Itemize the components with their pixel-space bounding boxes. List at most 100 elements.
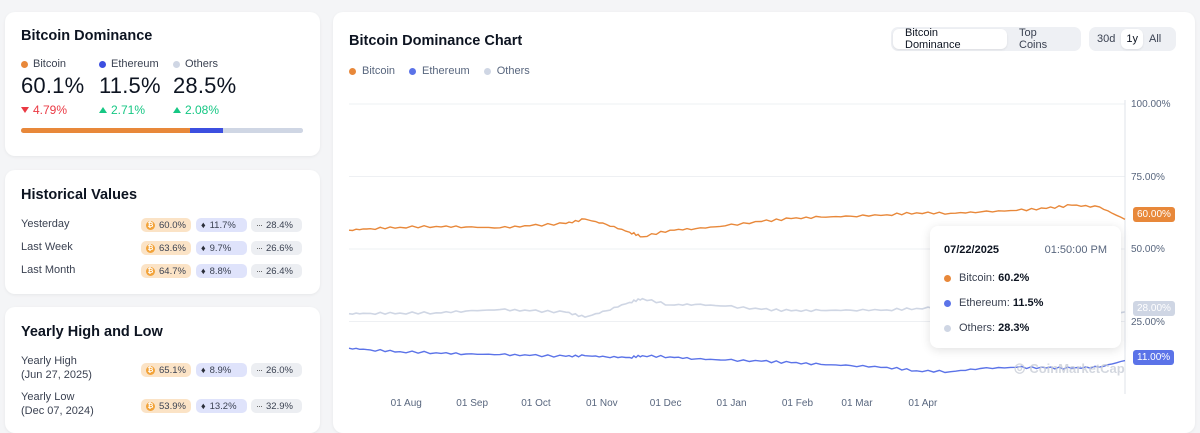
ethereum-dot-icon [944,299,951,307]
x-tick-label: 01 Mar [841,398,873,409]
chart-tooltip: 07/22/2025 01:50:00 PM Bitcoin: 60.2% Et… [930,226,1121,348]
ellipsis-icon: ··· [256,401,263,411]
eth-name: Ethereum [111,58,159,70]
tooltip-time: 01:50:00 PM [1044,244,1107,256]
legend-others[interactable]: Others [483,65,530,77]
bitcoin-dot-icon [349,67,356,75]
bitcoin-coin-icon: ₿ [146,401,155,411]
range-1y[interactable]: 1y [1121,29,1143,49]
coinmarketcap-logo-icon: ◎ [1014,360,1026,375]
oth-value: 28.5% [173,73,237,98]
oth-current-tag: 28.00% [1133,301,1175,316]
range-all[interactable]: All [1148,33,1162,45]
tab-bitcoin-dominance[interactable]: Bitcoin Dominance [893,27,1007,51]
ethereum-icon: ♦ [201,401,206,411]
x-tick-label: 01 Jan [716,398,747,409]
hist-lastweek-btc: ₿ 63.6% [141,241,191,255]
hist-lastmonth-btc: ₿ 64.7% [141,264,191,278]
y-tick-75: 75.00% [1131,172,1165,183]
y-tick-50: 50.00% [1131,244,1165,255]
x-tick-label: 01 Feb [781,398,814,409]
ethereum-icon: ♦ [201,365,206,375]
ethereum-dot-icon [409,67,417,75]
others-dominance: Others 28.5% 2.08% [173,58,236,117]
bitcoin-coin-icon: ₿ [146,243,155,253]
y-tick-25: 25.00% [1131,317,1165,328]
dominance-bar-segment-bitcoin [21,128,191,133]
tooltip-ethereum: Ethereum: 11.5% [944,297,1043,309]
others-dot-icon [944,324,951,332]
ethereum-icon: ♦ [201,220,206,230]
x-tick-label: 01 Oct [521,398,551,409]
yearly-card: Yearly High and Low Yearly High (Jun 27, … [5,307,320,433]
btc-dominance: Bitcoin 60.1% 4.79% [21,58,84,117]
tooltip-bitcoin: Bitcoin: 60.2% [944,272,1029,284]
legend-ethereum[interactable]: Ethereum [409,65,470,77]
bitcoin-dot-icon [21,60,28,68]
x-tick-label: 01 Nov [586,398,618,409]
ethereum-dot-icon [99,60,106,68]
hist-yesterday-btc: ₿ 60.0% [141,218,191,232]
ellipsis-icon: ··· [256,220,263,230]
bitcoin-coin-icon: ₿ [146,365,155,375]
tooltip-others: Others: 28.3% [944,322,1029,334]
ethereum-icon: ♦ [201,243,206,253]
btc-current-tag: 60.00% [1133,207,1175,222]
chart-card: Bitcoin Dominance Chart Bitcoin Dominanc… [333,12,1195,433]
range-toggle: 30d 1y All [1089,27,1176,51]
hist-lastmonth-eth: ♦ 8.8% [196,264,247,278]
series-line-ethereum [348,347,1126,374]
series-line-bitcoin [348,203,1126,238]
up-arrow-icon [173,107,181,113]
ethereum-icon: ♦ [201,266,206,276]
x-tick-label: 01 Sep [456,398,489,409]
x-tick-label: 01 Apr [908,398,938,409]
watermark: ◎ CoinMarketCap [1014,360,1125,376]
hist-yesterday-eth: ♦ 11.7% [196,218,247,232]
oth-name: Others [185,58,219,70]
yearly-high-label: Yearly High (Jun 27, 2025) [21,355,92,381]
btc-value: 60.1% [21,73,85,98]
range-30d[interactable]: 30d [1097,33,1116,45]
others-dot-icon [173,60,180,68]
bitcoin-dot-icon [944,274,951,282]
dominance-title: Bitcoin Dominance [21,28,153,44]
x-tick-label: 01 Aug [390,398,422,409]
bitcoin-coin-icon: ₿ [146,220,155,230]
eth-current-tag: 11.00% [1133,350,1175,365]
hist-lastweek-oth: ··· 26.6% [251,241,302,255]
oth-change: 2.08% [185,103,220,117]
yearly-low-label: Yearly Low (Dec 07, 2024) [21,391,94,417]
bitcoin-coin-icon: ₿ [146,266,155,276]
x-tick-label: 01 Dec [649,398,682,409]
hist-lastmonth-oth: ··· 26.4% [251,264,302,278]
yearly-high-eth: ♦ 8.9% [196,363,247,377]
btc-change: 4.79% [33,103,68,117]
hist-yesterday-oth: ··· 28.4% [251,218,302,232]
dominance-card: Bitcoin Dominance Bitcoin 60.1% 4.79% Et… [5,12,320,156]
tab-top-coins[interactable]: Top Coins [1019,27,1048,51]
btc-name: Bitcoin [33,58,67,70]
chart-title: Bitcoin Dominance Chart [349,33,523,49]
tooltip-date: 07/22/2025 [944,244,1000,256]
legend-bitcoin[interactable]: Bitcoin [349,65,395,77]
yearly-high-oth: ··· 26.0% [251,363,302,377]
historical-card: Historical Values Yesterday ₿ 60.0% ♦ 11.7… [5,170,320,294]
chart-legend: Bitcoin Ethereum Others [349,65,530,77]
hist-label-last-month: Last Month [21,264,76,276]
dominance-bar-segment-ethereum [190,128,223,133]
yearly-title: Yearly High and Low [21,324,163,340]
historical-title: Historical Values [21,187,138,203]
chart-type-toggle: Bitcoin Dominance Top Coins [891,27,1081,51]
eth-change: 2.71% [111,103,146,117]
yearly-low-eth: ♦ 13.2% [196,399,247,413]
ellipsis-icon: ··· [256,365,263,375]
others-dot-icon [483,67,491,75]
eth-value: 11.5% [99,73,161,98]
up-arrow-icon [99,107,107,113]
dominance-bar-segment-others [222,128,303,133]
y-tick-100: 100.00% [1131,99,1171,110]
ellipsis-icon: ··· [256,243,263,253]
hist-label-last-week: Last Week [21,241,73,253]
dominance-line-chart[interactable] [333,12,1195,433]
